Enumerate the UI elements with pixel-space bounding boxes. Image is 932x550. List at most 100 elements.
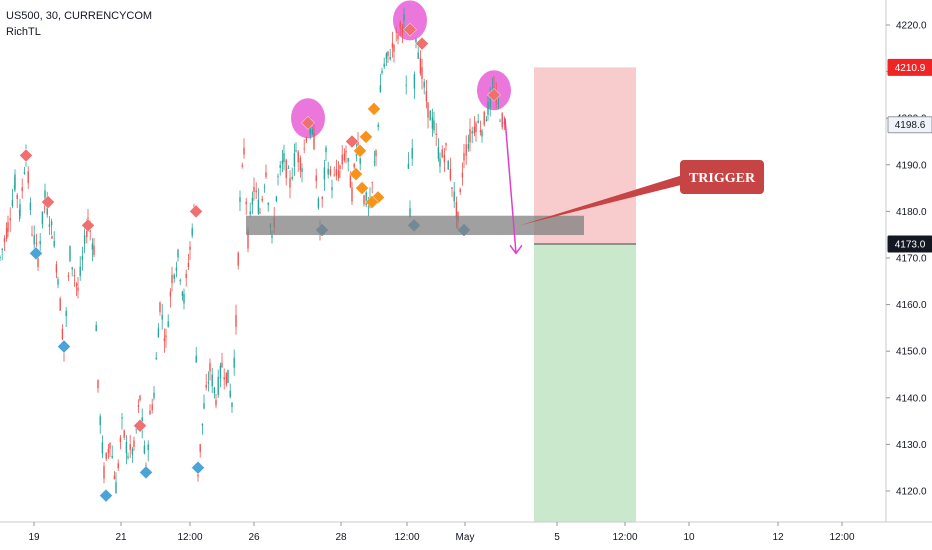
candle-body (437, 146, 440, 160)
candle-body (345, 151, 347, 153)
candle-body (203, 403, 205, 409)
candle-body (317, 198, 320, 208)
candle-body (245, 201, 247, 205)
y-tick-label: 4220.0 (896, 21, 927, 32)
candle-body (133, 440, 135, 448)
y-tick-label: 4160.0 (896, 300, 927, 311)
candle-body (165, 335, 167, 338)
candle-body (281, 160, 284, 164)
candle-body (93, 245, 95, 256)
candle-body (217, 376, 219, 396)
candle-body (59, 298, 61, 311)
candle-body (407, 163, 410, 169)
sell-signal-icon (133, 418, 147, 433)
candle-body (23, 172, 26, 174)
candle-body (303, 148, 305, 150)
candle-body (237, 252, 239, 266)
sell-signal-icon (41, 195, 55, 209)
candle-body (123, 430, 125, 438)
candle-body (285, 159, 287, 178)
candle-body (295, 150, 297, 152)
candle-body (389, 56, 391, 60)
candle-body (265, 172, 267, 177)
candle-body (387, 51, 389, 56)
candle-body (359, 158, 361, 164)
last-price-tag-box (887, 116, 932, 134)
candle-body (353, 163, 355, 168)
candle-body (483, 111, 485, 125)
candle-body (147, 444, 149, 450)
candle-body (113, 475, 116, 480)
candle-body (363, 195, 365, 205)
candle-body (167, 321, 169, 327)
candle-body (33, 235, 35, 245)
candle-body (111, 455, 113, 458)
candle-body (101, 442, 104, 454)
candle-body (207, 381, 210, 384)
candle-body (397, 35, 399, 40)
x-tick-label: 12:00 (829, 532, 854, 543)
candle-body (3, 238, 6, 242)
candle-body (379, 85, 382, 93)
y-tick-label: 4140.0 (896, 393, 927, 404)
candle-body (89, 230, 91, 233)
candle-body (347, 158, 349, 162)
candle-body (259, 211, 261, 213)
candle-body (435, 133, 437, 136)
y-tick-label: 4170.0 (896, 254, 927, 265)
indicator-label[interactable]: RichTL (6, 26, 41, 38)
candle-body (235, 314, 237, 327)
candle-body (275, 196, 278, 201)
candle-body (161, 315, 163, 320)
candle-body (83, 235, 86, 244)
candle-body (497, 102, 500, 104)
candle-body (239, 197, 241, 202)
candle-body (50, 221, 53, 226)
candle-body (137, 405, 140, 407)
candle-body (219, 365, 222, 379)
candle-body (139, 395, 141, 400)
candle-body (405, 84, 407, 86)
x-tick-label: May (456, 532, 475, 543)
candle-body (243, 147, 245, 155)
candle-body (105, 453, 107, 460)
y-tick-label: 4120.0 (896, 487, 927, 498)
candle-body (391, 42, 394, 48)
candle-body (179, 280, 181, 282)
sell-signal-icon (345, 134, 359, 149)
sell-signal-icon (301, 116, 315, 130)
sell-signal-icon (19, 148, 33, 163)
candle-body (103, 466, 105, 479)
candle-body (467, 143, 470, 149)
candle-body (195, 355, 197, 363)
candle-body (335, 169, 338, 176)
candle-body (393, 44, 395, 52)
candle-body (75, 283, 78, 286)
candle-body (417, 52, 419, 59)
candle-body (231, 402, 233, 408)
candle-body (127, 456, 129, 458)
symbol-title[interactable]: US500, 30, CURRENCYCOM (6, 10, 153, 22)
forecast-arrow (504, 118, 517, 254)
x-tick-label: 19 (28, 532, 40, 543)
candle-body (129, 444, 131, 450)
candle-body (365, 192, 367, 206)
candle-body (447, 160, 449, 170)
pivot-signal-icon (349, 167, 363, 181)
candle-body (41, 211, 44, 225)
candle-body (441, 149, 443, 158)
pivot-signal-icon (359, 129, 373, 144)
candle-body (415, 39, 417, 43)
last-price-tag: 4198.6 (895, 120, 926, 131)
candle-body (323, 167, 326, 180)
candle-body (423, 81, 425, 88)
support-zone (246, 215, 584, 236)
candle-body (159, 302, 161, 313)
candle-body (419, 57, 422, 74)
candle-body (279, 165, 281, 168)
candle-body (65, 310, 67, 317)
candle-body (95, 325, 97, 332)
candle-body (453, 191, 455, 202)
x-tick-label: 12:00 (394, 532, 419, 543)
